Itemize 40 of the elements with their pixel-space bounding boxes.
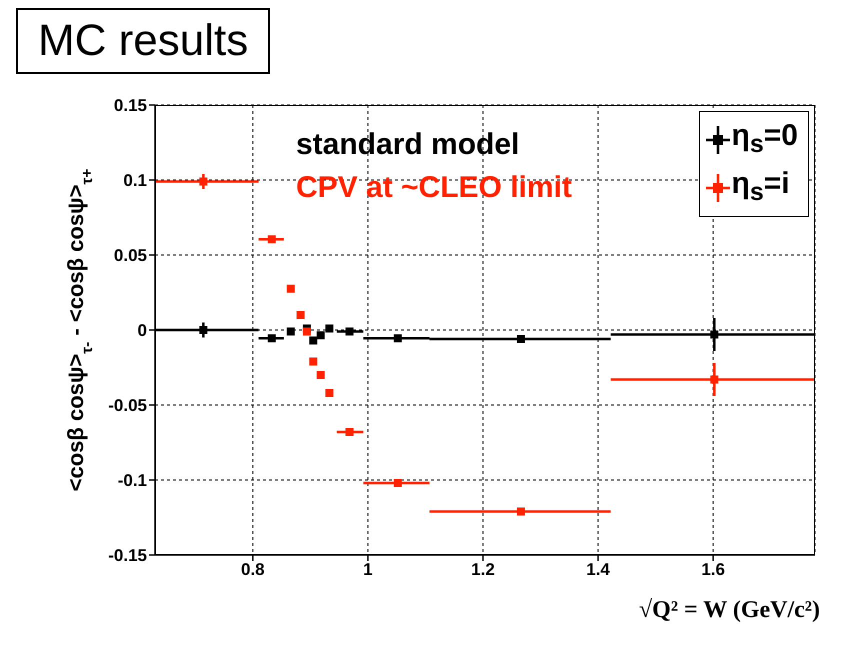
x-axis-title: √Q² = W (GeV/c²) [639, 597, 820, 624]
x-tick-label: 0.8 [241, 560, 265, 580]
point [710, 376, 718, 384]
y-tick-label: 0 [138, 321, 147, 340]
point [325, 389, 334, 397]
point [302, 328, 311, 336]
point [309, 358, 318, 366]
point [516, 508, 525, 516]
point [394, 479, 402, 487]
point [345, 328, 354, 336]
point [286, 284, 295, 293]
x-tick-label: 1 [363, 560, 373, 580]
point [325, 324, 334, 332]
point [296, 311, 305, 319]
point [516, 335, 525, 343]
y-tick-label: 0.1 [123, 171, 147, 190]
x-tick-label: 1.4 [586, 560, 610, 580]
point [268, 235, 276, 244]
point [309, 336, 318, 344]
legend-label: η$_{s}$=i [732, 166, 790, 208]
point [316, 371, 325, 379]
chart-title: MC results [16, 8, 270, 74]
point [345, 428, 354, 436]
point [199, 326, 208, 334]
annotation: standard model [296, 128, 520, 162]
point [710, 330, 718, 338]
annotation: CPV at ~CLEO limit [296, 171, 572, 205]
legend-label: η$_{s}$=0 [732, 118, 798, 160]
y-tick-label: -0.15 [108, 546, 147, 566]
y-tick-label: 0.15 [114, 96, 147, 116]
point [286, 328, 295, 336]
x-tick-label: 1.2 [471, 560, 495, 580]
y-tick-label: 0.05 [114, 246, 147, 266]
x-tick-label: 1.6 [701, 560, 725, 580]
point [268, 334, 276, 342]
point [394, 334, 402, 342]
point [199, 178, 208, 186]
y-tick-label: -0.05 [108, 396, 147, 416]
y-tick-label: -0.1 [118, 471, 147, 490]
point [316, 331, 325, 340]
